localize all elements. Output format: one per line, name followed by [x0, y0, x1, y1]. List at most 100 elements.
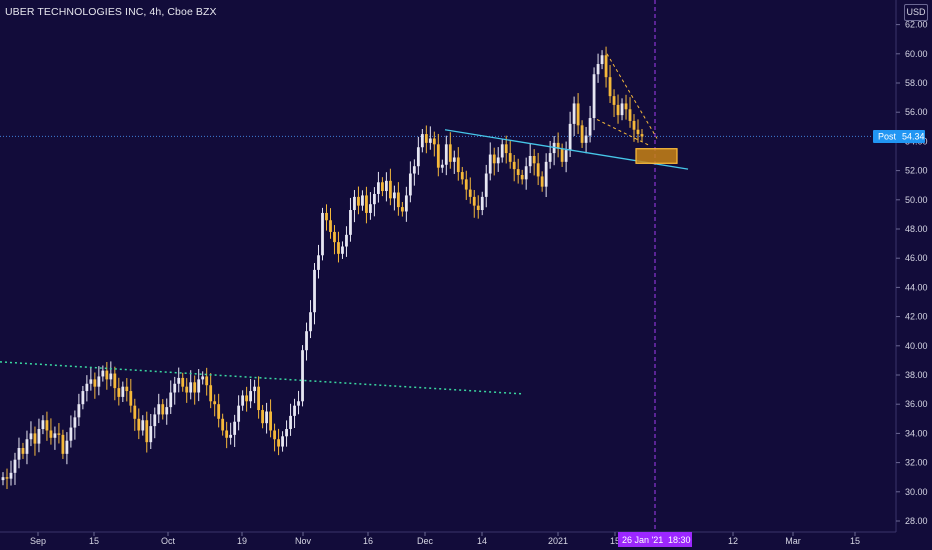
crosshair-time-label: 18:30: [668, 535, 691, 545]
y-tick-label: 58.00: [905, 78, 928, 88]
y-tick-label: 28.00: [905, 516, 928, 526]
candle-up: [29, 433, 33, 440]
candle-up: [197, 379, 201, 393]
x-tick-label: Dec: [417, 536, 434, 546]
x-tick-label: Oct: [161, 536, 176, 546]
crosshair-date-label: 26 Jan '21: [622, 535, 663, 545]
candle-up: [444, 144, 448, 165]
candle-down: [632, 120, 636, 130]
x-tick-label: 15: [610, 536, 620, 546]
x-tick-label: 14: [477, 536, 487, 546]
candle-up: [452, 157, 456, 162]
x-tick-label: Nov: [295, 536, 312, 546]
candle-up: [369, 204, 372, 213]
candle-down: [273, 430, 276, 440]
candle-up: [301, 350, 304, 402]
candle-down: [604, 55, 608, 78]
candle-down: [117, 388, 121, 397]
candle-down: [516, 169, 520, 175]
candle-down: [396, 192, 400, 208]
candle-down: [624, 103, 628, 110]
y-tick-label: 30.00: [905, 487, 928, 497]
candle-down: [456, 157, 460, 173]
x-axis[interactable]: Sep 15 Oct 19 Nov 16 Dec 14 2021 15 12 Mar 15: [30, 532, 860, 546]
candle-up: [69, 427, 73, 441]
candle-up: [81, 391, 85, 405]
candle-down: [424, 134, 428, 143]
candle-up: [588, 118, 592, 136]
candle-up: [488, 154, 492, 174]
candle-up: [101, 370, 105, 377]
y-tick-label: 32.00: [905, 458, 928, 468]
candle-up: [620, 103, 624, 116]
x-tick-label: 16: [363, 536, 373, 546]
y-tick-label: 62.00: [905, 20, 928, 30]
x-tick-label: Sep: [30, 536, 46, 546]
y-tick-label: 42.00: [905, 312, 928, 322]
candle-down: [261, 410, 264, 424]
candle-up: [249, 391, 253, 402]
candle-up: [189, 382, 193, 393]
candle-down: [209, 385, 213, 402]
candle-up: [13, 459, 17, 473]
candle-up: [524, 166, 528, 180]
candle-up: [313, 269, 316, 313]
candle-up: [480, 196, 484, 211]
candle-up: [77, 404, 81, 418]
candle-up: [285, 429, 288, 437]
candle-up: [109, 373, 113, 380]
candle-up: [173, 383, 177, 393]
x-tick-label: Mar: [785, 536, 801, 546]
candle-up: [65, 440, 69, 454]
candle-up: [25, 439, 29, 454]
y-tick-label: 44.00: [905, 282, 928, 292]
candle-down: [628, 109, 632, 121]
candle-up: [41, 420, 45, 430]
wedge-lower-line[interactable]: [596, 119, 651, 147]
candle-down: [49, 430, 53, 438]
candle-down: [193, 382, 197, 393]
y-tick-label: 56.00: [905, 107, 928, 117]
candle-up: [85, 383, 89, 392]
candle-up: [392, 192, 396, 199]
y-tick-label: 38.00: [905, 370, 928, 380]
y-tick-label: 36.00: [905, 399, 928, 409]
candle-down: [508, 153, 512, 162]
candle-up: [9, 472, 13, 479]
y-tick-label: 52.00: [905, 166, 928, 176]
candle-up: [317, 255, 320, 270]
candle-down: [161, 404, 165, 415]
candle-down: [93, 379, 97, 387]
candle-down: [612, 96, 616, 105]
candle-up: [385, 180, 388, 192]
candle-up: [345, 234, 348, 247]
support-trendline[interactable]: [0, 361, 525, 395]
candle-down: [436, 144, 440, 168]
candle-down: [388, 180, 392, 199]
currency-button[interactable]: USD: [904, 4, 928, 21]
y-tick-label: 60.00: [905, 49, 928, 59]
candle-up: [17, 448, 21, 460]
y-axis[interactable]: 28.00 30.00 32.00 34.00 36.00 38.00 40.00 42.00…: [896, 20, 928, 526]
candle-down: [133, 405, 137, 419]
candle-down: [504, 144, 508, 154]
candle-down: [225, 430, 229, 438]
candle-up: [237, 405, 241, 422]
candle-up: [528, 156, 532, 167]
target-zone-box[interactable]: [635, 148, 678, 164]
wedge-upper-line[interactable]: [606, 53, 658, 139]
candle-up: [412, 166, 416, 174]
candle-up: [281, 436, 284, 447]
candle-down: [476, 205, 480, 211]
price-tag-bg: [873, 130, 925, 143]
candle-down: [460, 172, 464, 180]
candle-up: [440, 164, 444, 168]
candle-down: [468, 189, 472, 197]
y-tick-label: 34.00: [905, 428, 928, 438]
candle-down: [181, 377, 185, 387]
candle-up: [408, 173, 412, 196]
candle-up: [321, 212, 324, 256]
candle-up: [428, 138, 432, 143]
candle-down: [512, 161, 516, 170]
